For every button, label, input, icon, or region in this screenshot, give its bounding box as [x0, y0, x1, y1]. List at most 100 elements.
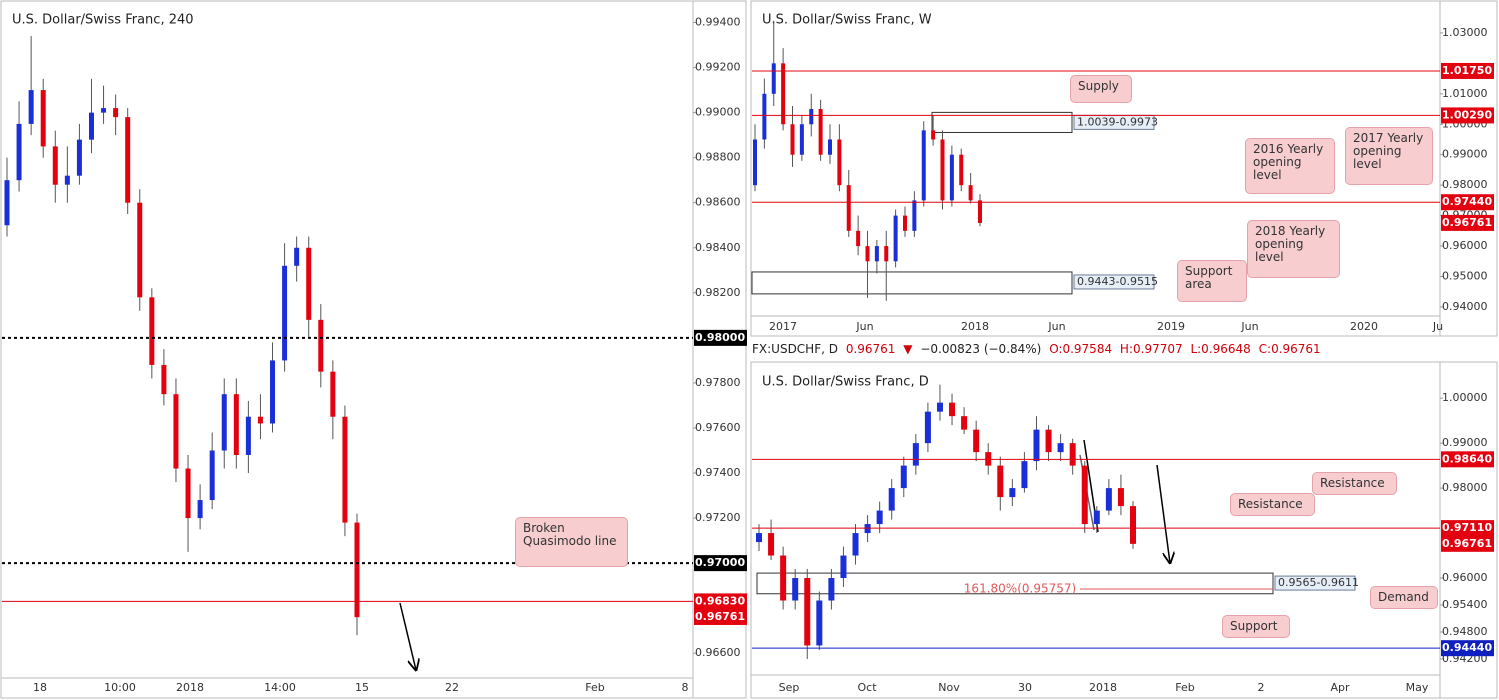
annotation: 2017 Yearly opening level: [1345, 127, 1433, 185]
candle-body: [1081, 465, 1088, 525]
candle-body: [924, 411, 931, 444]
y-tick-label: 0.98800: [695, 151, 741, 164]
y-tick-label: 0.97600: [695, 421, 741, 434]
candle-body: [940, 139, 945, 201]
candle-body: [197, 500, 203, 519]
x-tick-label: 2020: [1350, 320, 1378, 333]
candle-body: [221, 394, 227, 451]
level-label: 0.96761: [1442, 216, 1492, 229]
candle-body: [756, 533, 762, 543]
candle-body: [846, 185, 851, 231]
x-tick-label: 2018: [961, 320, 989, 333]
level-label: 0.96761: [695, 610, 745, 623]
y-tick-label: 0.99000: [695, 106, 741, 119]
x-tick-label: 18: [33, 681, 47, 694]
x-tick-label: May: [1406, 681, 1429, 694]
candle-body: [4, 180, 10, 226]
candle-body: [282, 265, 288, 361]
symbol: FX:USDCHF, D: [752, 342, 838, 356]
candle-body: [233, 394, 239, 456]
y-tick-label: 0.99400: [695, 16, 741, 29]
candle-body: [354, 522, 360, 618]
candle-body: [1117, 488, 1124, 507]
level-label: 0.94440: [1442, 641, 1492, 654]
level-label-box: [694, 608, 747, 625]
candle-body: [270, 360, 276, 424]
fib-label: 161.80%(0.95757): [964, 581, 1076, 595]
level-label-box: [694, 329, 747, 346]
candle-body: [893, 215, 898, 262]
x-tick-label: 30: [1018, 681, 1032, 694]
level-label-box: [1441, 62, 1494, 79]
candle-body: [912, 443, 919, 466]
x-tick-label: Feb: [585, 681, 604, 694]
x-tick-label: 2018: [176, 681, 204, 694]
candle-body: [1130, 506, 1136, 544]
candle-body: [799, 124, 804, 155]
candle-body: [771, 63, 776, 94]
low: L:0.96648: [1190, 342, 1251, 356]
candle-body: [52, 146, 58, 185]
candle-body: [780, 555, 787, 601]
zone-label-box: [1274, 575, 1356, 591]
y-tick-label: 1.00000: [1442, 391, 1488, 404]
y-tick-label: 0.99200: [695, 61, 741, 74]
candle-body: [185, 468, 191, 519]
y-tick-label: 0.98400: [695, 241, 741, 254]
candle-body: [828, 139, 832, 155]
candle-body: [209, 450, 215, 501]
annotation: Supply: [1070, 75, 1132, 103]
x-tick-label: 2019: [1157, 320, 1185, 333]
candle-body: [903, 215, 907, 231]
candle-body: [173, 394, 179, 469]
x-tick-label: 10:00: [104, 681, 136, 694]
level-label: 0.97000: [695, 556, 745, 569]
annotation: Resistance: [1230, 493, 1315, 516]
zone-label: 0.9565-0.9611: [1278, 576, 1359, 589]
candle-body: [1093, 510, 1100, 525]
y-tick-label: 1.03000: [1442, 26, 1488, 39]
candle-body: [113, 108, 119, 118]
level-label-box: [694, 593, 747, 610]
y-tick-label: 0.96000: [1442, 571, 1488, 584]
level-label-box: [1441, 520, 1494, 537]
y-tick-label: 1.01000: [1442, 87, 1488, 100]
annotation: 2016 Yearly opening level: [1245, 138, 1335, 194]
candle-body: [149, 297, 155, 365]
level-label-box: [1441, 214, 1494, 231]
arrow: [1156, 464, 1170, 563]
x-tick-label: Nov: [938, 681, 960, 694]
zone: [751, 271, 1073, 295]
candle-body: [137, 202, 143, 298]
y-tick-label: 0.98200: [695, 286, 741, 299]
y-tick-label: 0.97200: [695, 511, 741, 524]
annotation: 2018 Yearly opening level: [1247, 220, 1340, 278]
candle-body: [921, 130, 926, 201]
panel-frame: [0, 0, 747, 699]
candle-body: [852, 533, 859, 556]
zone: [756, 572, 1274, 595]
x-tick-label: Feb: [1175, 681, 1194, 694]
y-tick-label: 0.96000: [1442, 239, 1488, 252]
candle-body: [888, 488, 895, 511]
candle-body: [876, 510, 883, 525]
x-tick-label: 2018: [1089, 681, 1117, 694]
candle-body: [978, 200, 982, 223]
candle-body: [245, 416, 251, 456]
level-label: 0.98640: [1442, 452, 1492, 465]
last-price: 0.96761: [845, 342, 896, 356]
candle-body: [809, 109, 814, 125]
x-tick-label: Ju: [1432, 320, 1443, 333]
x-tick-label: Sep: [779, 681, 800, 694]
candle-body: [762, 93, 767, 140]
y-tick-label: 0.97800: [695, 376, 741, 389]
candle-body: [342, 416, 348, 523]
candle-body: [753, 139, 757, 186]
level-label-box: [1441, 107, 1494, 124]
annotation: Support: [1222, 615, 1290, 638]
zone-label: 0.9443-0.9515: [1077, 275, 1158, 288]
y-tick-label: 0.95400: [1442, 598, 1488, 611]
y-tick-label: 0.94000: [1442, 300, 1488, 313]
candle-body: [1033, 429, 1040, 462]
